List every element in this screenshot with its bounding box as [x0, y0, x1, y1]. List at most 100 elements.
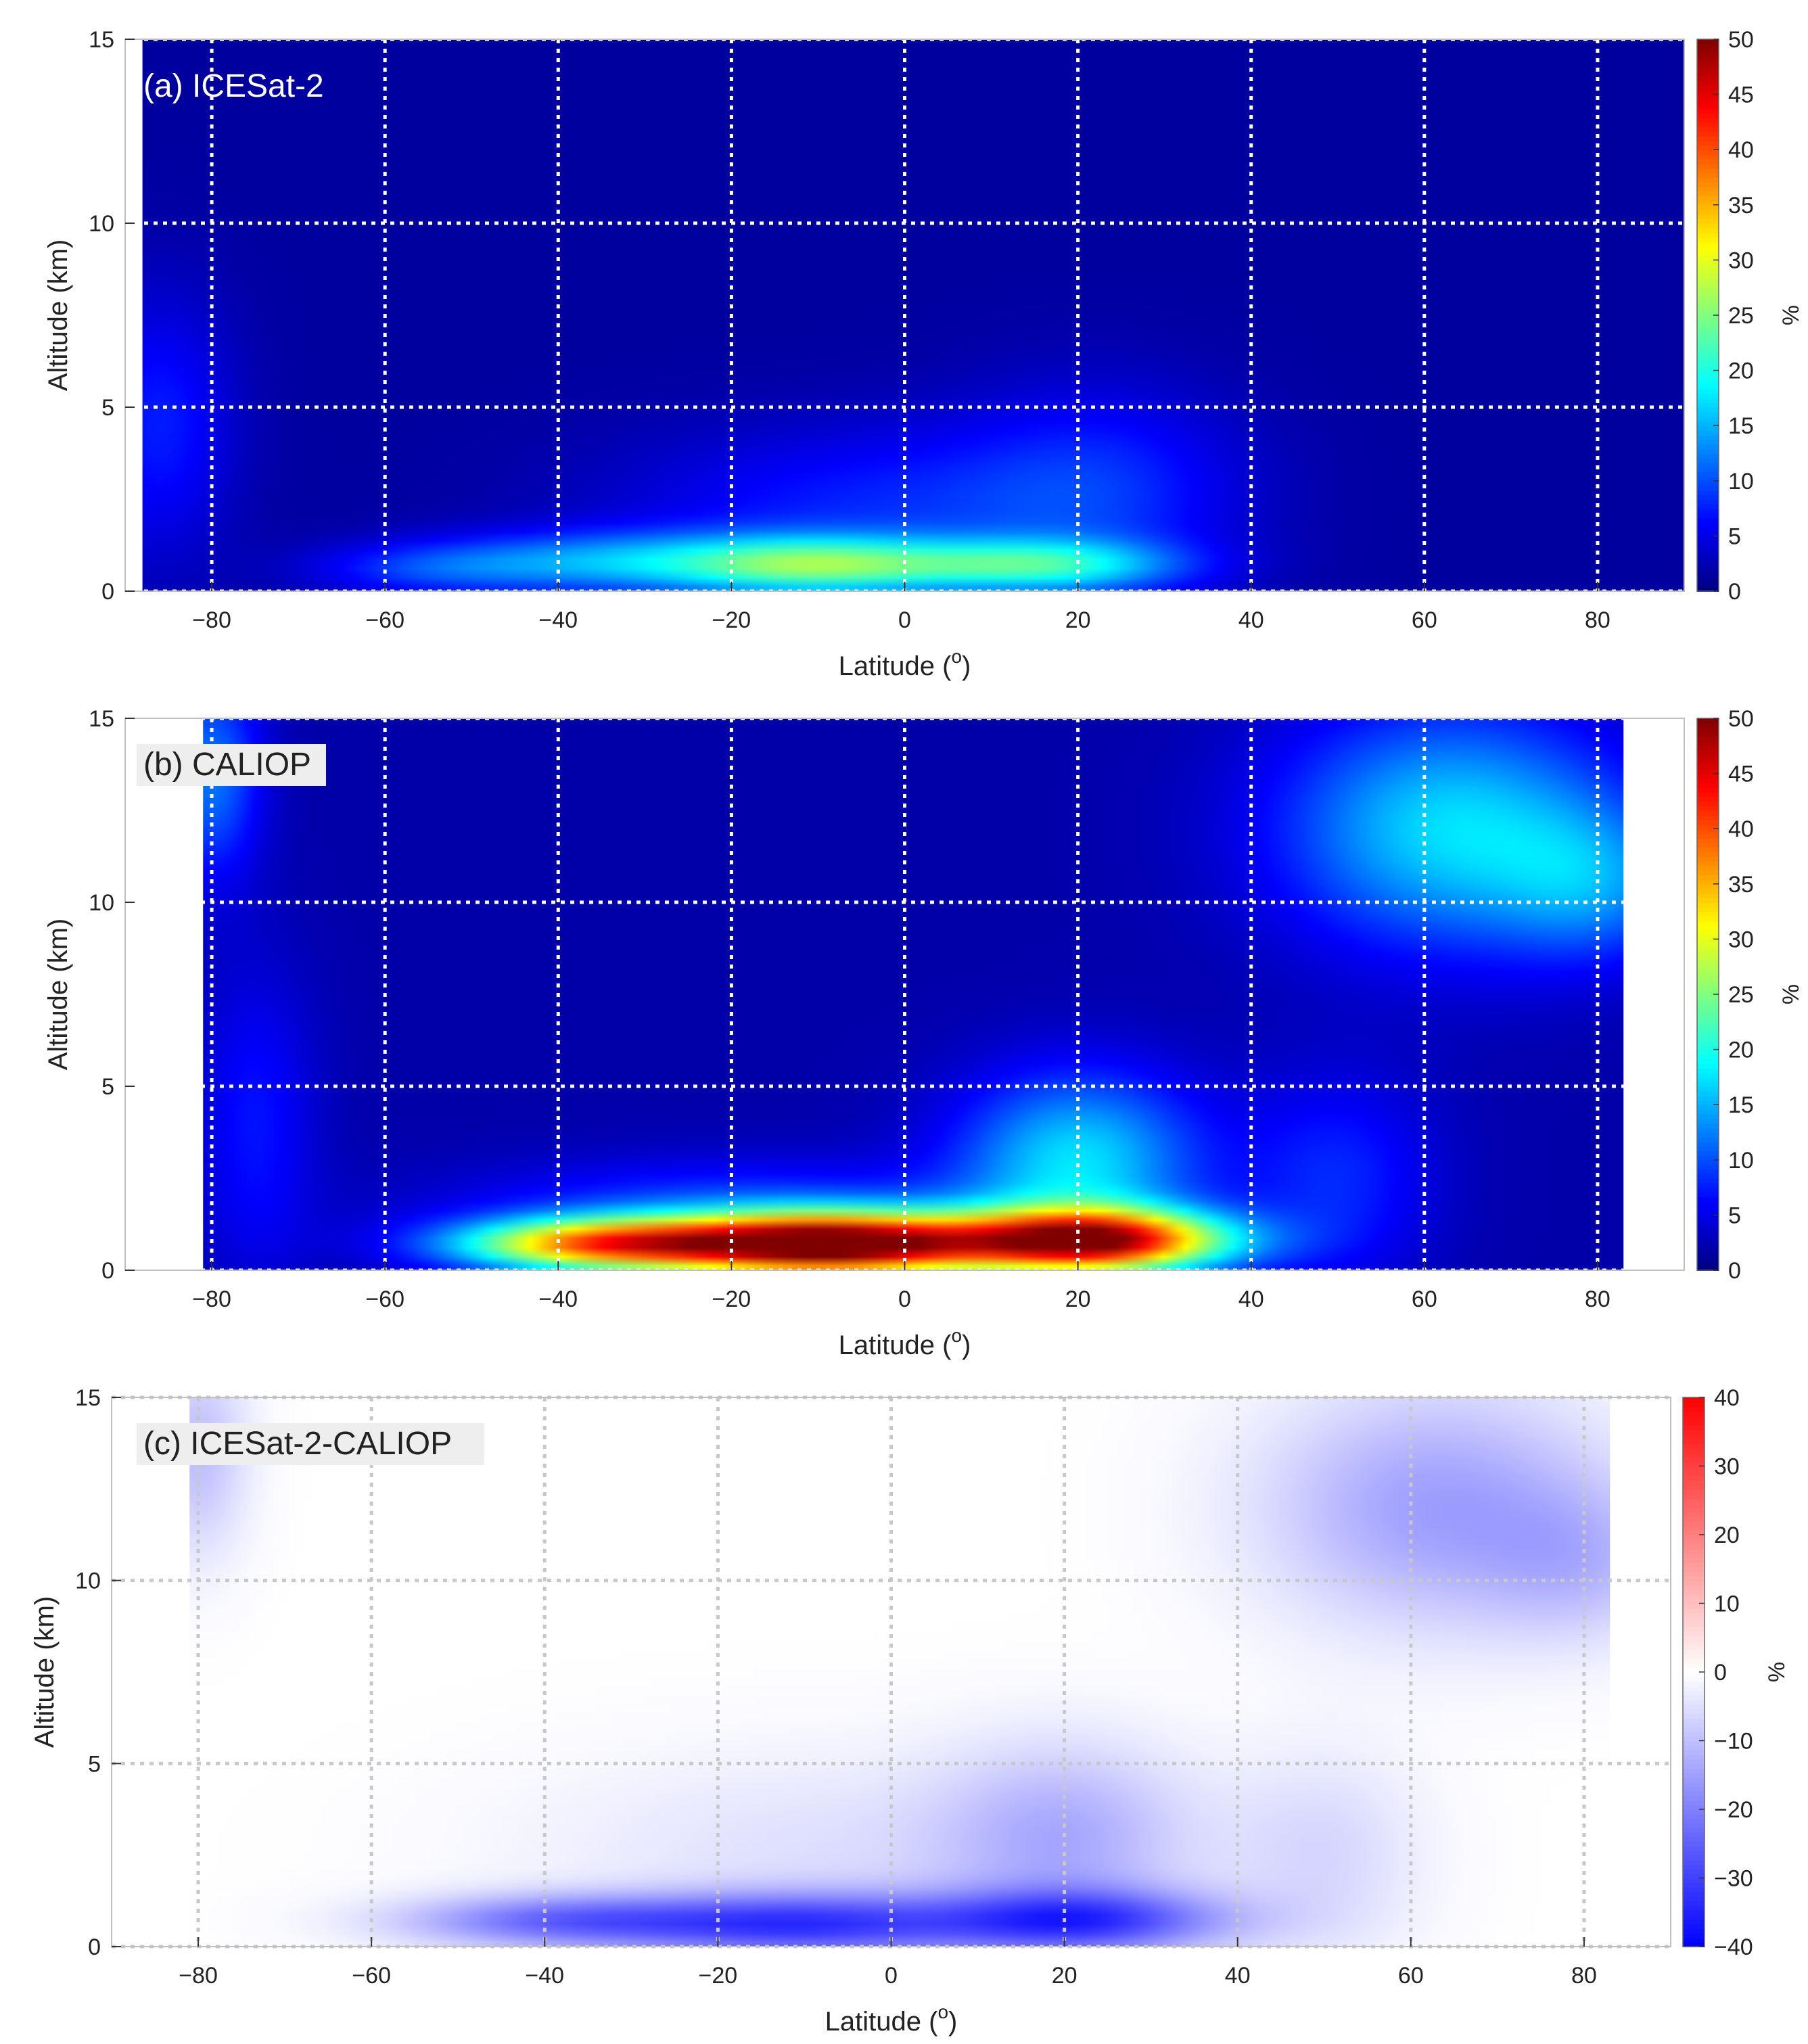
colorbar-step	[1697, 1013, 1719, 1018]
colorbar-step	[1683, 1740, 1705, 1746]
colorbar-step	[1697, 223, 1719, 229]
colorbar-step	[1697, 586, 1719, 592]
colorbar-step	[1697, 434, 1719, 440]
colorbar-step	[1683, 1832, 1705, 1838]
colorbar-step	[1697, 893, 1719, 899]
colorbar-tick-label: 25	[1728, 303, 1754, 329]
colorbar-step	[1697, 99, 1719, 105]
colorbar-tick-label: −40	[1714, 1934, 1753, 1960]
colorbar-step	[1697, 1086, 1719, 1092]
colorbar-step	[1683, 1713, 1705, 1719]
x-tick-label: 80	[1585, 1286, 1610, 1312]
colorbar-step	[1683, 1438, 1705, 1444]
colorbar-step	[1697, 103, 1719, 109]
colorbar-step	[1697, 563, 1719, 569]
x-tick-label: 0	[885, 1963, 898, 1989]
colorbar-step	[1697, 324, 1719, 330]
colorbar-step	[1697, 168, 1719, 174]
colorbar-step	[1697, 158, 1719, 164]
x-tick-label: 20	[1065, 1286, 1091, 1312]
colorbar-step	[1683, 1456, 1705, 1462]
colorbar-step	[1697, 967, 1719, 972]
colorbar-step	[1683, 1502, 1705, 1508]
colorbar-step	[1697, 1063, 1719, 1069]
x-axis-label-sup: o	[937, 2001, 948, 2022]
y-tick-label: 0	[101, 579, 114, 605]
colorbar-step	[1683, 1553, 1705, 1558]
colorbar-step	[1683, 1736, 1705, 1742]
x-tick-label: −20	[712, 1286, 751, 1312]
colorbar-tick-label: 40	[1728, 137, 1754, 163]
x-tick-label: −40	[538, 1286, 578, 1312]
colorbar-step	[1697, 393, 1719, 399]
colorbar-tick-label: 50	[1728, 706, 1754, 732]
colorbar-step	[1683, 1914, 1705, 1920]
colorbar-tick-label: 10	[1728, 1148, 1754, 1174]
colorbar-step	[1697, 837, 1719, 843]
colorbar-step	[1697, 925, 1719, 931]
colorbar-step	[1697, 416, 1719, 422]
colorbar-step	[1683, 1782, 1705, 1788]
colorbar-step	[1683, 1850, 1705, 1856]
colorbar-step	[1697, 246, 1719, 252]
colorbar-step	[1697, 1151, 1719, 1156]
colorbar-step	[1697, 1242, 1719, 1248]
colorbar-step	[1697, 554, 1719, 560]
colorbar-tick-label: 40	[1728, 816, 1754, 842]
colorbar-step	[1683, 1489, 1705, 1495]
colorbar-step	[1697, 329, 1719, 335]
x-axis-label-sup: o	[951, 1325, 962, 1346]
colorbar-tick-label: 20	[1728, 358, 1754, 384]
y-tick-label: 15	[89, 27, 114, 53]
colorbar-step	[1683, 1667, 1705, 1673]
colorbar-step	[1697, 1049, 1719, 1055]
colorbar-step	[1697, 1141, 1719, 1147]
colorbar-step	[1683, 1777, 1705, 1783]
colorbar-tick-label: 30	[1714, 1454, 1740, 1480]
colorbar-step	[1683, 1649, 1705, 1654]
x-axis-label-text: Latitude (	[839, 1330, 952, 1360]
colorbar-step	[1697, 1044, 1719, 1050]
colorbar-step	[1683, 1416, 1705, 1421]
x-tick-label: 80	[1571, 1963, 1597, 1989]
colorbar-step	[1697, 741, 1719, 747]
colorbar-tick-label: 30	[1728, 927, 1754, 952]
colorbar-step	[1697, 260, 1719, 266]
colorbar-step	[1697, 1113, 1719, 1119]
colorbar-step	[1697, 66, 1719, 72]
colorbar-step	[1697, 810, 1719, 816]
colorbar-step	[1697, 402, 1719, 408]
colorbar-step	[1697, 172, 1719, 178]
colorbar-tick-label: 0	[1714, 1660, 1727, 1686]
colorbar-step	[1697, 181, 1719, 187]
colorbar-step	[1697, 140, 1719, 146]
colorbar-step	[1697, 370, 1719, 376]
colorbar-step	[1683, 1562, 1705, 1568]
colorbar-step	[1683, 1397, 1705, 1403]
x-tick-label: 80	[1585, 607, 1610, 633]
colorbar-step	[1683, 1617, 1705, 1623]
colorbar-step	[1697, 204, 1719, 210]
colorbar-step	[1697, 980, 1719, 986]
colorbar-step	[1683, 1566, 1705, 1573]
colorbar-step	[1697, 57, 1719, 63]
colorbar-step	[1697, 191, 1719, 197]
colorbar-step	[1683, 1543, 1705, 1550]
colorbar-step	[1697, 85, 1719, 91]
colorbar-step	[1697, 94, 1719, 100]
colorbar-step	[1683, 1759, 1705, 1765]
colorbar-step	[1697, 407, 1719, 413]
colorbar-step	[1683, 1704, 1705, 1710]
colorbar-tick-label: 15	[1728, 413, 1754, 439]
colorbar-step	[1697, 760, 1719, 765]
heatmap-image	[203, 718, 1624, 1270]
y-tick-label: 0	[88, 1934, 101, 1960]
colorbar-step	[1683, 1828, 1705, 1833]
colorbar-tick-label: 0	[1728, 579, 1741, 605]
colorbar-step	[1697, 430, 1719, 436]
colorbar-step	[1697, 1082, 1719, 1087]
colorbar-step	[1683, 1585, 1705, 1591]
colorbar-step	[1697, 388, 1719, 394]
colorbar-step	[1697, 549, 1719, 555]
heatmap-image	[189, 1397, 1610, 1947]
